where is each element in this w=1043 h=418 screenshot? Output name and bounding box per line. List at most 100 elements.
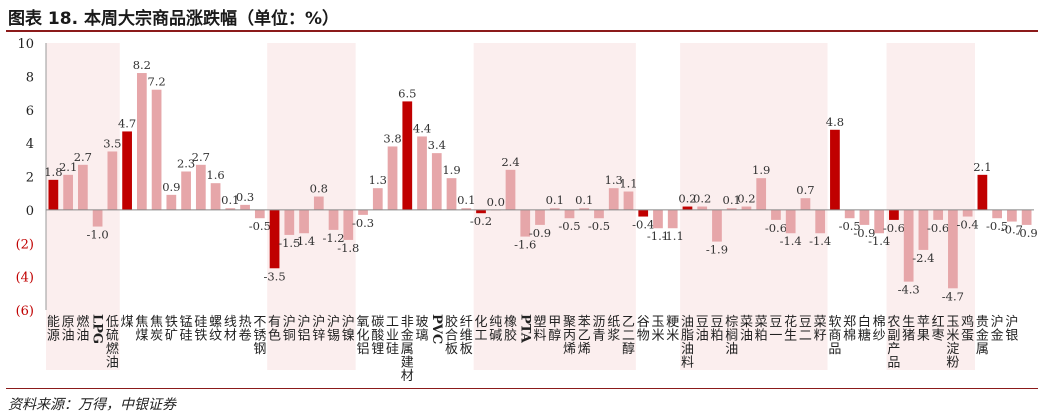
bar xyxy=(771,209,781,220)
category-label: 线材 xyxy=(224,315,237,344)
title-divider xyxy=(6,30,1038,32)
bar-value-label: 2.1 xyxy=(59,160,77,174)
bar-value-label: 0.8 xyxy=(310,182,328,196)
category-label: 菜粕 xyxy=(755,315,768,344)
bar xyxy=(844,209,855,219)
y-tick-label: 2 xyxy=(26,171,34,186)
bar-value-label: 0.2 xyxy=(693,192,711,206)
category-label: 豆油 xyxy=(696,315,709,344)
bar-value-label: 7.2 xyxy=(147,75,165,89)
bar-value-label: 0.2 xyxy=(737,192,755,206)
bar-value-label: 1.1 xyxy=(619,177,637,191)
bar xyxy=(461,208,472,210)
bar-value-label: -0.9 xyxy=(853,226,875,240)
category-label: PVC xyxy=(429,314,444,344)
category-label: 豆二 xyxy=(799,315,812,344)
bar xyxy=(77,164,88,210)
bar-value-label: -3.5 xyxy=(263,269,285,283)
category-label: 原油 xyxy=(62,315,75,344)
category-label: 菜籽 xyxy=(814,315,827,344)
category-label: 锰硅 xyxy=(180,315,193,344)
category-label: 菜油 xyxy=(740,315,753,344)
bar-value-label: 8.2 xyxy=(133,58,151,72)
bar xyxy=(92,209,103,227)
bar-value-label: -1.0 xyxy=(87,228,109,242)
bar-value-label: 1.9 xyxy=(442,163,460,177)
bar-value-label: -0.2 xyxy=(470,214,492,228)
category-label: 煤 xyxy=(121,315,134,330)
bar xyxy=(299,209,309,234)
bar-value-label: 0.0 xyxy=(487,195,505,209)
bar-value-label: -0.4 xyxy=(957,218,979,232)
category-label: 焦炭 xyxy=(150,315,163,344)
bar xyxy=(623,191,634,210)
bar xyxy=(1007,209,1017,222)
category-label: 棉纱 xyxy=(873,315,886,344)
bar xyxy=(1021,209,1032,225)
bar-value-label: 0.7 xyxy=(796,183,814,197)
y-tick-label: (4) xyxy=(16,271,34,286)
bar xyxy=(402,101,413,210)
bar xyxy=(815,209,826,234)
bar xyxy=(225,208,236,210)
bar-value-label: -1.1 xyxy=(647,229,669,243)
category-label: 软商品 xyxy=(828,315,841,357)
category-label: 沪铝 xyxy=(298,314,311,344)
category-label: 苹果 xyxy=(917,315,930,344)
y-tick-label: (6) xyxy=(16,304,34,319)
bar-value-label: 2.3 xyxy=(177,156,195,170)
bar xyxy=(63,174,73,210)
category-label: 燃油 xyxy=(76,314,89,344)
category-label: 非金属建材 xyxy=(401,315,414,384)
bar-value-label: 1.3 xyxy=(369,173,387,187)
bar xyxy=(992,209,1003,219)
bar xyxy=(520,209,531,237)
bar-value-label: 0.1 xyxy=(575,193,593,207)
bar xyxy=(48,179,59,210)
bar xyxy=(726,208,737,210)
category-label: 塑料 xyxy=(533,315,546,344)
category-label: 甲醇 xyxy=(548,315,561,344)
category-label: 白糖 xyxy=(858,314,871,344)
y-tick-label: 6 xyxy=(26,104,34,119)
bar xyxy=(107,151,118,210)
bar xyxy=(122,131,132,210)
bar-value-label: -0.5 xyxy=(986,219,1008,233)
group-band-1 xyxy=(267,43,356,370)
bar-value-label: 0.9 xyxy=(162,180,180,194)
bar-value-label: 3.4 xyxy=(428,138,446,152)
category-label: 郑棉 xyxy=(843,315,856,344)
category-label: LPG xyxy=(90,314,105,344)
category-label: 焦煤 xyxy=(135,315,148,344)
bar-value-label: -1.5 xyxy=(278,236,300,250)
category-label: 红枣 xyxy=(932,314,945,344)
category-label: 工业硅 xyxy=(386,315,399,357)
bar-value-label: -4.3 xyxy=(898,283,920,297)
category-label: 热卷 xyxy=(239,315,252,344)
bar xyxy=(136,73,147,210)
category-label: 有色 xyxy=(268,315,281,344)
bar-value-label: -0.5 xyxy=(839,219,861,233)
bar-value-label: -0.5 xyxy=(249,219,271,233)
bar-value-label: -0.4 xyxy=(632,218,654,232)
bar xyxy=(682,206,693,210)
bar xyxy=(903,209,914,282)
bar xyxy=(387,146,398,210)
category-label: 沪银 xyxy=(1005,314,1018,344)
bar-value-label: 4.4 xyxy=(413,121,431,135)
category-label: 粳米 xyxy=(666,315,679,344)
bar xyxy=(328,209,339,230)
bar-value-label: -1.2 xyxy=(322,231,344,245)
bar-value-label: 1.8 xyxy=(44,165,62,179)
source-note: 资料来源：万得，中银证券 xyxy=(8,397,176,413)
category-label: 沪锡 xyxy=(327,314,340,344)
bar-value-label: 6.5 xyxy=(398,86,416,100)
category-label: 铁矿 xyxy=(165,315,178,344)
bar xyxy=(948,209,958,289)
bar xyxy=(151,89,162,210)
category-label: 纤维板 xyxy=(460,315,473,357)
category-label: 胶合板 xyxy=(445,314,458,357)
category-label: 乙二醇 xyxy=(622,315,635,357)
bar-value-label: 2.1 xyxy=(973,160,991,174)
